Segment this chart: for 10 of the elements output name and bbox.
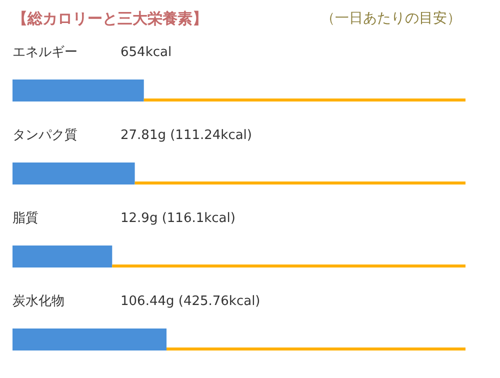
- chart-subtitle: （一日あたりの目安）: [320, 10, 461, 26]
- annotation: 27.81g (111.24kcal): [120, 128, 252, 143]
- y-tick-label: 炭水化物: [12, 294, 64, 309]
- y-tick-label: エネルギー: [12, 45, 78, 60]
- y-tick-label: 脂質: [12, 211, 38, 226]
- annotation: 106.44g (425.76kcal): [120, 294, 260, 309]
- chart-title: 【総カロリーと三大栄養素】: [12, 10, 208, 28]
- annotation: 654kcal: [120, 45, 172, 60]
- y-tick-label: タンパク質: [12, 128, 78, 143]
- annotation: 12.9g (116.1kcal): [120, 211, 236, 226]
